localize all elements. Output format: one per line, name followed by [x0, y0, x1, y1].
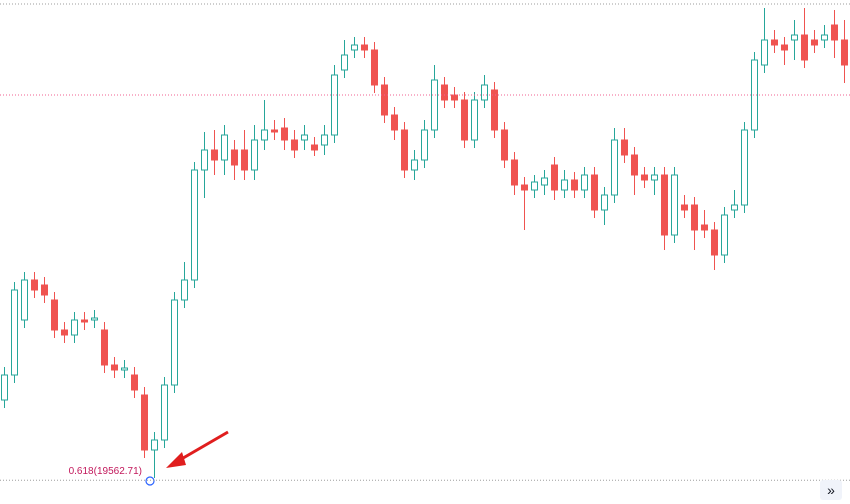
candle-body [131, 374, 138, 391]
candle-body [471, 99, 478, 141]
candle-body [701, 224, 708, 231]
candle-body [71, 319, 78, 336]
candle-body [21, 279, 28, 321]
candle-body [331, 74, 338, 136]
arrow-head [166, 452, 186, 468]
candle-body [31, 279, 38, 291]
candle-body [421, 129, 428, 161]
candle-body [461, 99, 468, 141]
anchor-point [145, 476, 155, 486]
candle-body [481, 84, 488, 101]
candle-body [571, 179, 578, 191]
candle-body [201, 149, 208, 171]
candle-body [731, 204, 738, 211]
candle-body [221, 134, 228, 161]
candle-body [1, 374, 8, 401]
candle-body [411, 159, 418, 171]
candle-body [691, 204, 698, 231]
candle-body [351, 44, 358, 51]
candle-body [311, 144, 318, 151]
candle-body [161, 384, 168, 441]
candle-body [641, 174, 648, 181]
candle-body [101, 329, 108, 366]
candle-body [561, 179, 568, 191]
candle-body [761, 39, 768, 66]
candle-body [121, 367, 128, 371]
fib-level-label: 0.618(19562.71) [69, 466, 142, 477]
candle-body [721, 214, 728, 256]
candle-body [551, 164, 558, 191]
candle-body [91, 317, 98, 321]
candle-body [671, 174, 678, 236]
candle-body [11, 289, 18, 376]
candle-body [591, 174, 598, 211]
candle-body [281, 127, 288, 141]
candle-body [231, 149, 238, 166]
candle-body [791, 34, 798, 41]
candle-body [831, 24, 838, 41]
candle-body [771, 39, 778, 46]
candle-body [531, 181, 538, 191]
arrow-shaft [177, 430, 229, 463]
candles [1, 8, 848, 478]
candle-body [111, 364, 118, 371]
candle-body [181, 279, 188, 301]
candle-body [601, 194, 608, 211]
candle-body [241, 149, 248, 171]
candle-body [811, 39, 818, 46]
candle-body [621, 139, 628, 156]
candle-body [821, 34, 828, 41]
candle-body [631, 154, 638, 176]
candle-body [171, 299, 178, 386]
candle-body [501, 129, 508, 161]
candle-body [321, 134, 328, 146]
candle-body [751, 59, 758, 131]
candle-body [661, 174, 668, 236]
candle-body [711, 229, 718, 256]
candle-body [441, 84, 448, 101]
candle-body [51, 299, 58, 331]
candle-body [651, 174, 658, 181]
candle-body [581, 174, 588, 191]
candle-body [511, 159, 518, 186]
candle-body [291, 139, 298, 151]
candle-body [261, 129, 268, 141]
candle-body [371, 49, 378, 86]
candle-body [491, 89, 498, 131]
candle-body [151, 439, 158, 451]
candle-body [361, 44, 368, 51]
candle-body [541, 177, 548, 186]
candle-body [401, 129, 408, 171]
candle-body [341, 54, 348, 71]
candle-body [741, 129, 748, 206]
candle-body [781, 44, 788, 51]
candle-body [191, 169, 198, 281]
candle-body [381, 84, 388, 116]
candle-body [611, 139, 618, 196]
candle-body [271, 129, 278, 133]
candle-body [141, 394, 148, 451]
candle-body [211, 149, 218, 161]
candle-body [61, 329, 68, 336]
candle-body [451, 94, 458, 101]
candle-body [681, 204, 688, 211]
candle-body [41, 284, 48, 296]
candle-body [251, 139, 258, 171]
scroll-to-latest-button[interactable]: » [820, 480, 842, 500]
candle-body [801, 34, 808, 61]
candle-body [841, 39, 848, 66]
candle-body [81, 319, 88, 323]
candle-body [521, 184, 528, 191]
candle-body [301, 134, 308, 141]
candle-body [391, 114, 398, 131]
candle-body [431, 79, 438, 131]
